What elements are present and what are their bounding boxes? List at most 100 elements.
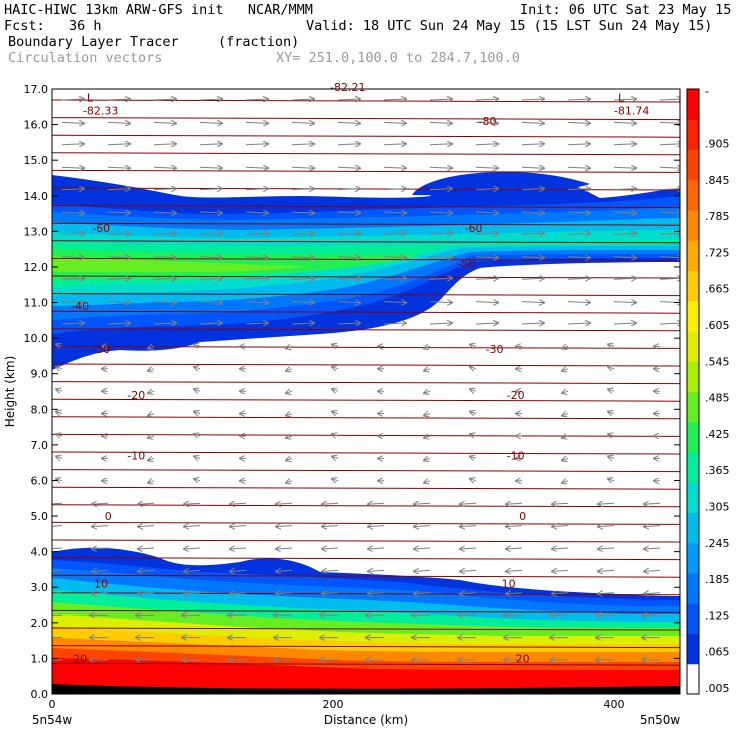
circulation-vector — [506, 570, 523, 571]
circulation-vector — [460, 548, 477, 549]
temperature-contour — [52, 275, 680, 279]
temperature-contour — [52, 451, 680, 455]
circulation-vector — [332, 434, 339, 436]
contour-label: -60 — [464, 222, 482, 235]
y-tick-label: 13.0 — [24, 225, 49, 238]
circulation-vector — [521, 233, 544, 234]
temperature-contour — [52, 169, 680, 173]
circulation-vector — [460, 503, 477, 504]
x-axis-title: Distance (km) — [324, 713, 408, 727]
circulation-vector — [562, 369, 569, 371]
colorbar-swatch — [687, 573, 699, 604]
circulation-vector — [644, 593, 661, 594]
y-tick-label: 4.0 — [31, 546, 49, 559]
temperature-contour — [52, 293, 680, 297]
circulation-vector — [414, 526, 431, 527]
y-tick-label: 9.0 — [31, 368, 49, 381]
circulation-vector — [184, 503, 201, 504]
circulation-vector — [322, 526, 339, 527]
circulation-vector — [429, 189, 452, 190]
circulation-vector — [337, 99, 360, 100]
circulation-vector — [184, 526, 201, 527]
colorbar-swatch — [687, 119, 699, 150]
circulation-vector — [475, 233, 498, 234]
temperature-contour — [52, 152, 680, 156]
circulation-vector — [337, 278, 360, 279]
circulation-vector — [230, 548, 247, 549]
circulation-vector — [608, 344, 615, 346]
circulation-vector — [199, 122, 222, 123]
circulation-vector — [199, 302, 222, 303]
boundary-layer-tracer — [52, 658, 680, 694]
colorbar-frame — [686, 88, 700, 695]
circulation-vector — [608, 412, 615, 414]
circulation-vector — [613, 167, 636, 168]
circulation-vector — [475, 99, 498, 100]
circulation-vector — [322, 593, 339, 594]
circulation-vector — [567, 99, 590, 100]
circulation-vector — [567, 189, 590, 190]
circulation-vector — [199, 278, 222, 279]
circulation-vector — [608, 434, 615, 436]
circulation-vector — [199, 212, 222, 213]
colorbar-swatch — [687, 89, 699, 120]
circulation-vector — [153, 257, 176, 258]
temperature-contour — [52, 557, 680, 561]
circulation-vector — [613, 122, 636, 123]
circulation-vector — [199, 167, 222, 168]
circulation-vector — [286, 436, 293, 438]
circulation-vector — [470, 389, 477, 391]
circulation-vector — [337, 189, 360, 190]
circulation-vector — [245, 302, 268, 303]
circulation-vector — [199, 144, 222, 145]
colorbar-top-label: - — [705, 85, 709, 98]
circulation-vector — [470, 479, 477, 481]
circulation-vector — [291, 323, 314, 324]
circulation-vector — [52, 547, 63, 550]
circulation-vector — [107, 257, 130, 258]
circulation-vector — [107, 144, 130, 145]
circulation-vector — [562, 346, 569, 348]
colorbar-label: .785 — [705, 210, 730, 223]
colorbar-label: .005 — [705, 682, 730, 695]
circulation-vector — [424, 369, 431, 371]
circulation-vector — [153, 189, 176, 190]
circulation-vector — [107, 323, 130, 324]
temperature-contour — [52, 433, 680, 437]
circulation-vector — [276, 570, 293, 571]
circulation-vector — [92, 593, 109, 594]
circulation-vector — [245, 144, 268, 145]
colorbar-label: .905 — [705, 138, 730, 151]
circulation-vector — [383, 122, 406, 123]
header-line2-left: Fcst: 36 h — [4, 18, 102, 34]
x-tick-label: 0 — [49, 698, 56, 711]
circulation-vector — [245, 257, 268, 258]
circulation-vector — [138, 526, 155, 527]
circulation-vector — [56, 479, 63, 481]
circulation-vector — [506, 548, 523, 549]
circulation-vector — [245, 278, 268, 279]
circulation-vector — [475, 189, 498, 190]
circulation-vector — [414, 593, 431, 594]
colorbar-label: .125 — [705, 609, 730, 622]
circulation-vector — [276, 548, 293, 549]
circulation-vector — [475, 257, 498, 258]
circulation-vector — [153, 323, 176, 324]
circulation-vector — [107, 233, 130, 234]
circulation-vector — [56, 367, 63, 369]
circulation-vector — [521, 278, 544, 279]
circulation-vector — [613, 144, 636, 145]
circulation-vector — [562, 436, 569, 438]
circulation-vector — [475, 122, 498, 123]
circulation-vector — [245, 99, 268, 100]
circulation-vector — [383, 212, 406, 213]
circulation-vector — [92, 503, 109, 504]
circulation-vector — [291, 233, 314, 234]
circulation-vector — [52, 569, 63, 572]
circulation-vector — [61, 302, 84, 303]
colorbar-label: .485 — [705, 392, 730, 405]
circulation-vector — [475, 278, 498, 279]
circulation-vector — [424, 391, 431, 393]
circulation-vector — [429, 144, 452, 145]
circulation-vector — [598, 503, 615, 504]
